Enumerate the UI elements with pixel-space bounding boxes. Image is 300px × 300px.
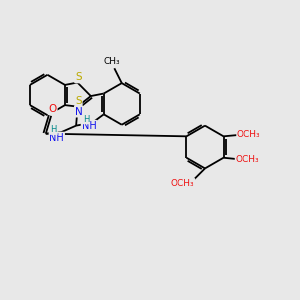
- Text: H: H: [83, 115, 89, 124]
- Text: S: S: [75, 96, 82, 106]
- Text: NH: NH: [82, 121, 96, 130]
- Text: OCH₃: OCH₃: [171, 179, 194, 188]
- Text: N: N: [75, 107, 83, 117]
- Text: OCH₃: OCH₃: [237, 130, 261, 139]
- Text: O: O: [49, 104, 57, 114]
- Text: OCH₃: OCH₃: [236, 155, 259, 164]
- Text: CH₃: CH₃: [103, 57, 120, 66]
- Text: S: S: [75, 73, 82, 82]
- Text: H: H: [51, 125, 57, 134]
- Text: NH: NH: [50, 133, 64, 142]
